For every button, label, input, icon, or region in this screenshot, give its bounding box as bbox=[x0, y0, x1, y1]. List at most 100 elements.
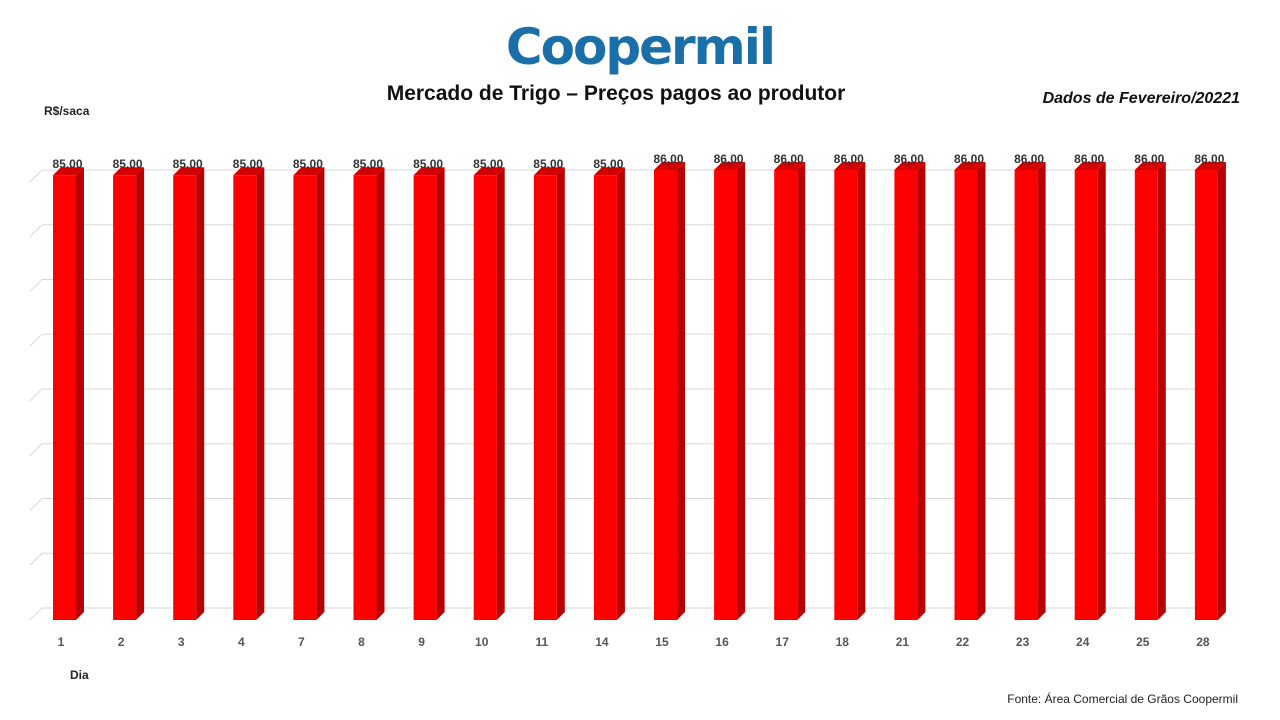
data-label: 86,00 bbox=[714, 152, 744, 166]
y-axis-label: R$/saca bbox=[44, 104, 90, 118]
bar-14 bbox=[593, 167, 625, 621]
x-tick-label: 21 bbox=[896, 635, 910, 649]
x-tick-label: 28 bbox=[1196, 635, 1210, 649]
bar-top bbox=[894, 162, 926, 170]
date-note: Dados de Fevereiro/20221 bbox=[1042, 90, 1240, 107]
data-label: 85,00 bbox=[52, 157, 82, 171]
grid-line-depth bbox=[29, 498, 43, 511]
bar-top bbox=[353, 167, 385, 176]
bar-1 bbox=[53, 167, 84, 621]
data-label: 86,00 bbox=[653, 152, 683, 166]
grid-line-depth bbox=[29, 552, 43, 566]
grid-line-depth bbox=[29, 169, 43, 183]
bar-top bbox=[774, 162, 806, 170]
data-label: 85,00 bbox=[353, 157, 383, 171]
data-label: 86,00 bbox=[1074, 152, 1104, 166]
bar-top bbox=[473, 167, 505, 176]
bar-7 bbox=[293, 167, 325, 621]
data-label: 86,00 bbox=[1014, 152, 1044, 166]
bar-front bbox=[53, 175, 76, 621]
x-tick-label: 17 bbox=[776, 635, 790, 649]
bar-front bbox=[473, 175, 497, 621]
bar-front bbox=[1074, 170, 1098, 620]
bar-28 bbox=[1194, 162, 1226, 620]
data-label: 86,00 bbox=[954, 152, 984, 166]
bar-front bbox=[293, 175, 317, 621]
data-label: 85,00 bbox=[173, 157, 203, 171]
bar-21 bbox=[894, 162, 926, 620]
bar-side bbox=[977, 162, 986, 620]
x-tick-label: 22 bbox=[956, 635, 970, 649]
data-label: 85,00 bbox=[113, 157, 143, 171]
bar-front bbox=[834, 170, 858, 620]
x-tick-label: 24 bbox=[1076, 635, 1090, 649]
grid-line-depth bbox=[29, 333, 43, 347]
bar-25 bbox=[1134, 162, 1166, 620]
bar-top bbox=[1014, 162, 1046, 170]
bar-side bbox=[797, 162, 806, 620]
data-label: 85,00 bbox=[413, 157, 443, 171]
x-tick-label: 7 bbox=[298, 635, 305, 649]
bar-side bbox=[1037, 162, 1046, 620]
x-tick-label: 4 bbox=[238, 635, 245, 649]
bar-side bbox=[737, 162, 746, 620]
bar-top bbox=[1194, 162, 1226, 170]
bar-22 bbox=[954, 162, 986, 620]
x-tick-label: 10 bbox=[475, 635, 489, 649]
bar-2 bbox=[113, 167, 145, 621]
bar-front bbox=[654, 170, 677, 620]
bar-front bbox=[894, 170, 918, 620]
bar-front bbox=[353, 175, 377, 621]
bar-16 bbox=[714, 162, 746, 620]
grid-line-depth bbox=[29, 607, 43, 621]
grid-line-depth bbox=[29, 224, 43, 238]
bar-9 bbox=[413, 167, 445, 621]
data-label: 85,00 bbox=[473, 157, 503, 171]
bar-front bbox=[1194, 170, 1218, 620]
x-tick-label: 14 bbox=[595, 635, 609, 649]
bar-top bbox=[113, 167, 145, 176]
bar-top bbox=[413, 167, 445, 176]
data-labels: 85,00 85,00 85,00 85,00 85,00 85,00 85,00 85,00… bbox=[52, 152, 1224, 171]
bar-top bbox=[714, 162, 746, 170]
bar-15 bbox=[654, 162, 685, 620]
bar-front bbox=[533, 175, 557, 621]
bar-side bbox=[917, 162, 926, 620]
bar-front bbox=[593, 175, 617, 621]
x-tick-label: 1 bbox=[58, 635, 65, 649]
data-label: 85,00 bbox=[293, 157, 323, 171]
x-axis-label: Dia bbox=[70, 668, 89, 682]
bar-side bbox=[76, 167, 84, 621]
x-tick-label: 15 bbox=[655, 635, 669, 649]
bar-top bbox=[954, 162, 986, 170]
bar-front bbox=[233, 175, 257, 621]
grid-line-depth bbox=[29, 443, 43, 457]
bar-top bbox=[53, 167, 84, 176]
bar-front bbox=[413, 175, 437, 621]
bar-10 bbox=[473, 167, 505, 621]
bar-side bbox=[616, 167, 625, 621]
bar-18 bbox=[834, 162, 866, 620]
bar-8 bbox=[353, 167, 385, 621]
bar-top bbox=[834, 162, 866, 170]
source-note: Fonte: Área Comercial de Grãos Coopermil bbox=[1007, 692, 1238, 706]
bar-front bbox=[774, 170, 798, 620]
bar-front bbox=[1134, 170, 1158, 620]
bar-3 bbox=[173, 167, 205, 621]
bar-front bbox=[1014, 170, 1038, 620]
bar-top bbox=[233, 167, 265, 176]
logo-text: Coopermil bbox=[505, 18, 776, 76]
bar-front bbox=[173, 175, 197, 621]
bar-top bbox=[654, 162, 685, 170]
bar-11 bbox=[533, 167, 565, 621]
bar-24 bbox=[1074, 162, 1106, 620]
bar-side bbox=[1217, 162, 1226, 620]
data-label: 86,00 bbox=[774, 152, 804, 166]
bar-top bbox=[533, 167, 565, 176]
data-label: 86,00 bbox=[894, 152, 924, 166]
grid-line-depth bbox=[29, 279, 43, 292]
x-tick-label: 23 bbox=[1016, 635, 1030, 649]
bar-side bbox=[857, 162, 866, 620]
data-label: 86,00 bbox=[1134, 152, 1164, 166]
